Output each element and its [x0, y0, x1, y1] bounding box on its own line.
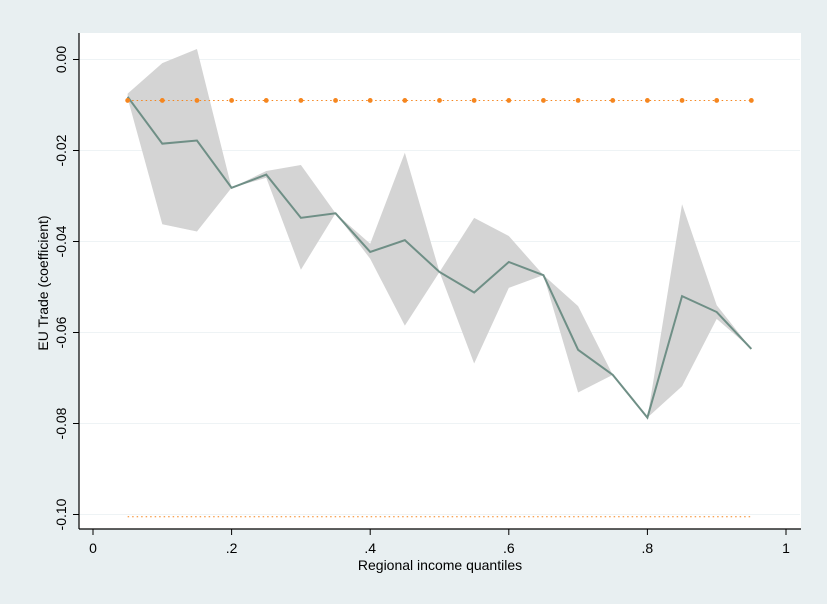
reference-marker-0 [125, 98, 131, 103]
reference-marker-16 [679, 98, 685, 103]
x-tick-label-3: .6 [503, 540, 515, 556]
reference-marker-4 [263, 98, 269, 103]
reference-marker-8 [402, 98, 408, 103]
confidence-band [127, 49, 752, 418]
coefficient-line [126, 96, 753, 420]
reference-marker-6 [333, 98, 338, 103]
reference-marker-10 [471, 98, 477, 103]
x-ticks: 0 .2 .4 .6 .8 1 [89, 529, 790, 556]
reference-marker-1 [159, 98, 165, 103]
reference-marker-3 [229, 98, 235, 103]
reference-marker-12 [541, 98, 546, 103]
x-tick-label-4: .8 [642, 540, 654, 556]
reference-marker-9 [437, 98, 442, 103]
x-axis-title: Regional income quantiles [358, 557, 522, 573]
x-tick-label-0: 0 [89, 540, 97, 556]
reference-marker-14 [610, 98, 616, 103]
reference-marker-15 [645, 98, 650, 103]
reference-series [125, 98, 754, 518]
axes [78, 33, 801, 530]
x-tick-label-5: 1 [782, 540, 790, 556]
reference-marker-5 [298, 98, 304, 103]
y-tick-label-2: -0.04 [53, 225, 69, 257]
x-tick-label-1: .2 [226, 540, 238, 556]
x-tick-label-2: .4 [364, 540, 376, 556]
y-tick-label-3: -0.06 [53, 316, 69, 348]
confidence-band-area [127, 49, 752, 418]
reference-marker-7 [367, 98, 373, 103]
coefficient-series [126, 96, 753, 420]
y-ticks: 0.00 -0.02 -0.04 -0.06 -0.08 -0.10 [53, 46, 79, 530]
y-tick-label-0: 0.00 [53, 46, 69, 73]
y-tick-label-1: -0.02 [53, 134, 69, 166]
y-tick-label-4: -0.08 [53, 407, 69, 439]
reference-marker-2 [194, 98, 200, 103]
reference-marker-11 [506, 98, 512, 103]
reference-marker-18 [748, 98, 754, 103]
y-tick-label-5: -0.10 [53, 498, 69, 530]
reference-marker-17 [714, 98, 720, 103]
reference-marker-13 [575, 98, 581, 103]
y-axis-title: EU Trade (coefficient) [35, 215, 51, 350]
